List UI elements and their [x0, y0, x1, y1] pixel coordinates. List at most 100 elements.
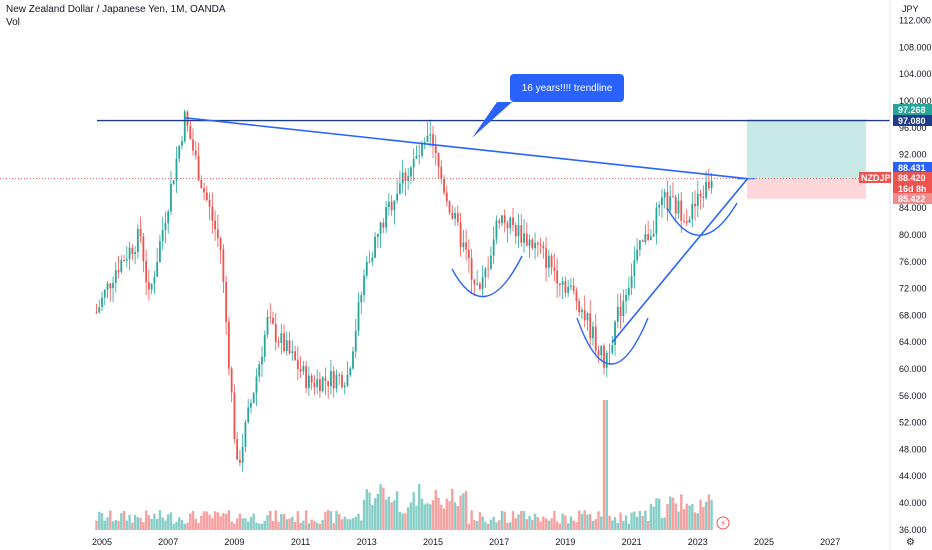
volume-bar: [147, 515, 151, 530]
candle-body: [123, 260, 125, 261]
volume-bar: [462, 493, 465, 530]
volume-bar: [663, 517, 666, 530]
candle-body: [655, 207, 658, 234]
volume-bar: [244, 518, 247, 530]
volume-bar: [111, 521, 115, 530]
volume-bar: [346, 519, 349, 530]
trendline-16-years[interactable]: [184, 116, 748, 180]
candle-body: [321, 377, 324, 392]
volume-layer: [95, 400, 713, 530]
volume-bar: [219, 516, 222, 530]
volume-bar: [702, 507, 705, 530]
volume-bar: [451, 488, 454, 530]
candle-body: [545, 248, 547, 268]
volume-bar: [580, 513, 584, 530]
volume-bar: [522, 510, 526, 530]
volume-bar: [338, 514, 341, 530]
volume-bar: [503, 511, 506, 530]
candle-body: [627, 287, 630, 296]
volume-bar: [660, 518, 664, 530]
candle-body: [258, 364, 261, 377]
volume-bar: [326, 510, 330, 530]
volume-bar: [175, 521, 178, 530]
candle-body: [368, 261, 371, 263]
volume-bar: [252, 513, 255, 530]
volume-bar: [332, 523, 335, 530]
candle-body: [652, 233, 655, 237]
volume-bar: [613, 517, 617, 530]
volume-bar: [437, 497, 440, 530]
volume-bar: [354, 516, 357, 530]
x-tick-label: 2015: [423, 537, 443, 547]
candle-body: [178, 145, 181, 159]
volume-bar: [222, 513, 225, 530]
y-tick-label: 92.000: [899, 150, 927, 160]
candle-body: [95, 312, 98, 313]
volume-bar: [619, 512, 622, 530]
svg-text:85.422: 85.422: [898, 194, 926, 204]
candle-body: [294, 351, 296, 360]
candle-body: [644, 234, 647, 242]
candle-body: [393, 200, 396, 211]
volume-bar: [109, 510, 112, 530]
volume-bar: [376, 493, 380, 530]
candle-body: [440, 166, 443, 179]
volume-bar: [304, 510, 308, 530]
volume-bar: [208, 514, 211, 530]
candle-body: [302, 366, 305, 372]
annotation-callout[interactable]: 16 years!!!! trendline: [472, 74, 624, 138]
candle-body: [630, 276, 633, 288]
price-axis[interactable]: 36.000 40.000 44.000 48.000 52.000 56.000 60.0…: [899, 16, 932, 535]
volume-bar: [440, 504, 443, 530]
lightning-icon[interactable]: ⚡: [716, 516, 730, 530]
time-axis[interactable]: 2005 2007 2009 2011 2013 2015 2017 2019 2021 2023…: [92, 537, 840, 547]
price-label-last: 88.420 16d 8h: [893, 172, 932, 194]
volume-bar: [296, 511, 300, 530]
candle-body: [349, 368, 352, 376]
volume-bar: [172, 523, 175, 530]
svg-text:16d 8h: 16d 8h: [898, 184, 927, 194]
volume-bar: [500, 510, 504, 530]
volume-bar: [489, 519, 493, 530]
price-label-stop: 85.422: [893, 193, 932, 204]
y-tick-label: 68.000: [899, 310, 927, 320]
volume-bar: [583, 510, 586, 530]
candle-body: [605, 352, 608, 368]
candle-body: [112, 282, 114, 288]
rising-trendline[interactable]: [611, 178, 749, 343]
candle-body: [694, 203, 696, 207]
candle-body: [136, 228, 139, 253]
volume-bar: [674, 503, 677, 530]
volume-bar: [315, 522, 319, 530]
volume-bar: [161, 517, 164, 530]
y-tick-label: 76.000: [899, 257, 927, 267]
volume-bar: [158, 510, 162, 530]
candle-body: [205, 192, 208, 200]
volume-bar: [211, 518, 214, 530]
x-tick-label: 2027: [820, 537, 840, 547]
candle-body: [578, 301, 581, 313]
volume-bar: [630, 512, 633, 530]
currency-label: JPY: [902, 4, 919, 14]
volume-bar: [531, 519, 534, 530]
candle-body: [296, 359, 299, 369]
svg-text:97.080: 97.080: [898, 116, 926, 126]
candle-body: [376, 233, 379, 237]
y-tick-label: 48.000: [899, 444, 927, 454]
candle-body: [387, 201, 390, 208]
volume-bar: [561, 513, 564, 530]
volume-bar: [136, 517, 140, 530]
candle-body: [109, 283, 112, 288]
candle-body: [357, 302, 360, 331]
candle-body: [255, 376, 258, 393]
volume-bar: [340, 519, 344, 530]
volume-bar: [520, 510, 523, 530]
volume-bar: [699, 499, 702, 530]
volume-bar: [335, 510, 338, 530]
volume-bar: [486, 523, 490, 530]
candle-body: [225, 281, 228, 323]
settings-gear-icon[interactable]: ⚙: [906, 537, 915, 548]
volume-bar: [456, 505, 460, 530]
candle-body: [230, 368, 233, 393]
